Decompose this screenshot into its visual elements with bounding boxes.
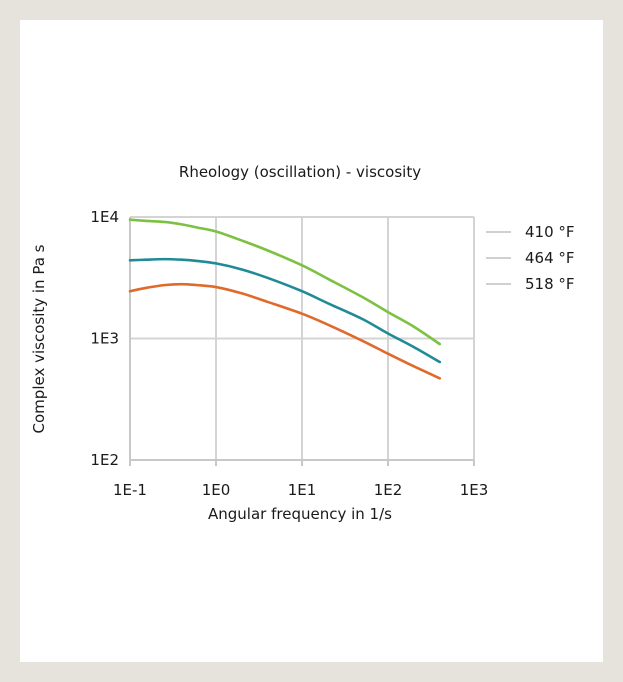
grid bbox=[130, 216, 475, 460]
series-line bbox=[128, 218, 442, 346]
x-tick-label: 1E-1 bbox=[113, 481, 147, 499]
x-tick-label: 1E0 bbox=[202, 481, 231, 499]
x-tick-labels: 1E-1 1E0 1E1 1E2 1E3 bbox=[113, 481, 488, 499]
chart-title: Rheology (oscillation) - viscosity bbox=[179, 163, 421, 181]
legend: 410 °F 464 °F 518 °F bbox=[486, 223, 575, 293]
x-axis-label: Angular frequency in 1/s bbox=[208, 505, 392, 523]
chart-card bbox=[20, 20, 603, 662]
y-tick-label: 1E2 bbox=[90, 451, 119, 469]
legend-label: 464 °F bbox=[525, 249, 575, 267]
series-lines bbox=[128, 218, 442, 380]
legend-label: 410 °F bbox=[525, 223, 575, 241]
x-tick-label: 1E3 bbox=[460, 481, 489, 499]
y-tick-label: 1E3 bbox=[90, 330, 119, 348]
series-line bbox=[128, 257, 442, 364]
y-tick-labels: 1E2 1E3 1E4 bbox=[90, 208, 119, 469]
x-tick-label: 1E1 bbox=[288, 481, 317, 499]
x-tick-label: 1E2 bbox=[374, 481, 403, 499]
axes bbox=[129, 217, 475, 466]
y-tick-label: 1E4 bbox=[90, 208, 119, 226]
legend-label: 518 °F bbox=[525, 275, 575, 293]
y-axis-label: Complex viscosity in Pa s bbox=[30, 244, 48, 433]
series-line bbox=[128, 282, 442, 380]
